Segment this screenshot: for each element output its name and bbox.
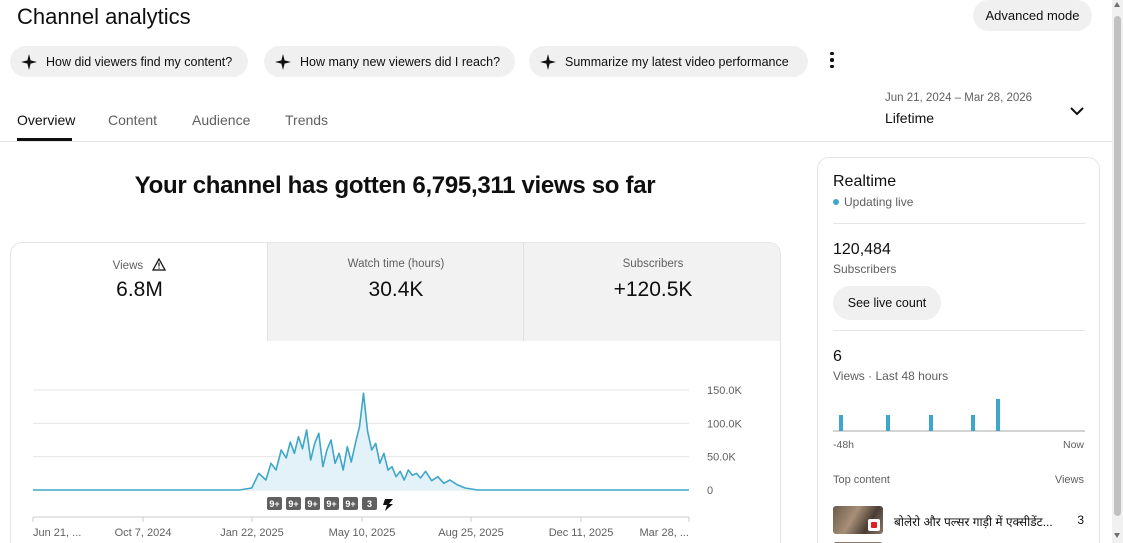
sparkle-icon bbox=[540, 53, 556, 70]
advanced-mode-button[interactable]: Advanced mode bbox=[973, 0, 1092, 31]
video-marker-label: 3 bbox=[367, 499, 372, 509]
scroll-down-arrow-icon[interactable] bbox=[1114, 533, 1120, 538]
video-thumbnail[interactable] bbox=[833, 506, 883, 534]
y-tick-label: 0 bbox=[707, 485, 713, 497]
realtime-status: Updating live bbox=[833, 195, 913, 209]
x-tick-label: Jun 21, ... bbox=[33, 527, 81, 539]
realtime-views-value: 6 bbox=[833, 348, 842, 365]
tab-trends[interactable]: Trends bbox=[285, 112, 329, 128]
date-range-text[interactable]: Jun 21, 2024 – Mar 28, 2026 bbox=[885, 92, 1033, 104]
realtime-bar[interactable] bbox=[929, 415, 933, 431]
realtime-axis-end: Now bbox=[1062, 439, 1084, 451]
views-chart[interactable]: 150.0K 100.0K 50.0K 0 9+ 9+ 9+ 9+ 9+ 3 Jun 21, ...… bbox=[11, 243, 781, 543]
sparkle-icon bbox=[275, 53, 291, 70]
warning-icon bbox=[152, 257, 167, 271]
tab-content[interactable]: Content bbox=[108, 112, 158, 128]
realtime-axis-start: -48h bbox=[833, 439, 855, 451]
scrollbar-thumb[interactable] bbox=[1114, 16, 1121, 516]
video-marker-label: 9+ bbox=[269, 499, 279, 509]
shorts-marker-icon bbox=[383, 499, 393, 511]
y-tick-label: 50.0K bbox=[707, 452, 736, 464]
chip-label: How many new viewers did I reach? bbox=[300, 54, 501, 69]
sparkle-icon bbox=[21, 53, 37, 70]
metric-value-views: 6.8M bbox=[116, 278, 163, 301]
x-tick-label: Jan 22, 2025 bbox=[220, 527, 284, 539]
metric-label-watch-time: Watch time (hours) bbox=[347, 258, 445, 270]
series-area bbox=[33, 393, 689, 490]
x-tick-label: Aug 25, 2025 bbox=[438, 527, 503, 539]
realtime-card: Realtime Updating live 120,484 Subscribe… bbox=[817, 157, 1100, 543]
realtime-status-text: Updating live bbox=[844, 195, 914, 209]
video-marker bbox=[343, 497, 358, 510]
realtime-subscribers-label: Subscribers bbox=[833, 262, 897, 276]
x-tick-label: Dec 11, 2025 bbox=[549, 527, 614, 539]
metric-divider bbox=[267, 243, 268, 341]
metric-label-views: Views bbox=[11, 257, 268, 272]
live-dot-icon bbox=[833, 199, 839, 205]
chevron-down-icon[interactable] bbox=[1068, 102, 1086, 120]
divider bbox=[833, 330, 1085, 331]
x-tick-label: Oct 7, 2024 bbox=[115, 527, 172, 539]
analytics-header: Channel analytics Advanced mode How did … bbox=[0, 0, 1112, 142]
y-tick-label: 100.0K bbox=[707, 418, 743, 430]
video-marker bbox=[286, 497, 301, 510]
metric-tab-watch-time[interactable]: Watch time (hours) 30.4K bbox=[268, 243, 524, 341]
video-marker bbox=[324, 497, 339, 510]
x-tick-label: May 10, 2025 bbox=[329, 527, 396, 539]
video-marker-label: 9+ bbox=[326, 499, 336, 509]
realtime-subscribers-value: 120,484 bbox=[833, 241, 891, 258]
realtime-title: Realtime bbox=[833, 173, 897, 190]
video-marker-label: 9+ bbox=[288, 499, 298, 509]
date-period-text[interactable]: Lifetime bbox=[885, 110, 935, 126]
metric-divider bbox=[523, 243, 524, 341]
realtime-views-bar-chart[interactable] bbox=[833, 390, 1085, 434]
metric-tab-views[interactable]: Views 6.8M bbox=[11, 243, 268, 341]
video-marker bbox=[267, 497, 282, 510]
realtime-bar[interactable] bbox=[886, 415, 890, 431]
top-content-label: Top content bbox=[833, 474, 890, 486]
realtime-bar[interactable] bbox=[971, 415, 975, 431]
video-marker-label: 9+ bbox=[345, 499, 355, 509]
top-content-views-label: Views bbox=[1054, 474, 1084, 486]
scroll-up-arrow-icon[interactable] bbox=[1114, 2, 1120, 7]
suggestion-chip-new-viewers[interactable]: How many new viewers did I reach? bbox=[264, 46, 515, 77]
realtime-bar[interactable] bbox=[839, 415, 843, 431]
views-headline: Your channel has gotten 6,795,311 views … bbox=[134, 172, 656, 199]
x-tick-label: Mar 28, ... bbox=[639, 527, 689, 539]
metric-label-subscribers: Subscribers bbox=[622, 258, 684, 270]
metric-tab-subscribers[interactable]: Subscribers +120.5K bbox=[524, 243, 780, 341]
realtime-bar[interactable] bbox=[996, 399, 1000, 431]
top-content-title[interactable]: बोलेरो और पल्सर गाड़ी में एक्सीडेंट... bbox=[894, 515, 1053, 529]
y-tick-label: 150.0K bbox=[707, 385, 743, 397]
video-marker-label: 9+ bbox=[307, 499, 317, 509]
suggestion-chip-summarize[interactable]: Summarize my latest video performance bbox=[529, 46, 808, 77]
suggestion-chip-traffic[interactable]: How did viewers find my content? bbox=[10, 46, 248, 77]
tab-audience[interactable]: Audience bbox=[192, 112, 251, 128]
realtime-views-label: Views · Last 48 hours bbox=[833, 369, 949, 383]
series-line bbox=[33, 392, 689, 491]
video-marker bbox=[305, 497, 320, 510]
tab-overview[interactable]: Overview bbox=[17, 112, 76, 128]
more-options-icon[interactable] bbox=[824, 50, 840, 70]
metric-value-watch-time: 30.4K bbox=[368, 278, 424, 301]
page-scrollbar[interactable] bbox=[1112, 0, 1123, 543]
active-tab-indicator bbox=[17, 138, 72, 141]
overview-card: Views 6.8M Watch time (hours) 30.4K Subs… bbox=[10, 242, 781, 543]
chip-label: How did viewers find my content? bbox=[46, 54, 233, 69]
video-marker bbox=[362, 497, 377, 510]
metric-label-text: Views bbox=[112, 260, 144, 272]
see-live-count-button[interactable]: See live count bbox=[833, 286, 941, 320]
chip-label: Summarize my latest video performance bbox=[565, 54, 789, 69]
page-title: Channel analytics bbox=[17, 4, 191, 29]
divider bbox=[833, 223, 1085, 224]
shorts-icon bbox=[868, 519, 880, 531]
top-content-views: 3 bbox=[1077, 513, 1084, 527]
metric-value-subscribers: +120.5K bbox=[613, 278, 693, 301]
